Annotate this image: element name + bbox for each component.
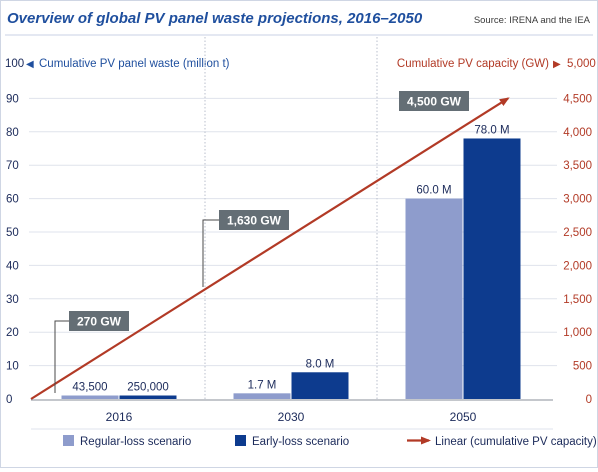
right-tick-label: 500 (573, 361, 592, 373)
chart-source: Source: IRENA and the IEA (474, 15, 591, 26)
callout-leader (54, 320, 69, 393)
left-tick-label: 70 (6, 160, 19, 172)
legend-swatch (235, 435, 246, 446)
bar (233, 393, 291, 399)
left-axis-arrow: ◀ (26, 59, 34, 70)
callout-label: 270 GW (77, 315, 122, 329)
bar (61, 395, 119, 399)
bar-value-label: 1.7 M (248, 379, 277, 391)
capacity-line (30, 97, 510, 400)
left-axis-ticks: 0 10 20 30 40 50 60 70 80 90 (6, 93, 19, 406)
x-tick-label: 2050 (450, 410, 477, 424)
left-tick-label: 0 (6, 394, 12, 406)
legend-swatch (63, 435, 74, 446)
legend-label: Early-loss scenario (252, 436, 349, 448)
bar-value-label: 8.0 M (306, 358, 335, 370)
left-tick-label: 30 (6, 294, 19, 306)
bar-value-label: 78.0 M (474, 124, 509, 136)
legend: Regular-loss scenario Early-loss scenario… (31, 428, 597, 448)
callout-leader (202, 219, 219, 287)
callout-box (219, 210, 289, 230)
left-tick-label: 90 (6, 93, 19, 105)
right-tick-label: 2,000 (563, 260, 592, 272)
legend-label: Regular-loss scenario (80, 436, 191, 448)
left-tick-label: 60 (6, 194, 19, 206)
left-tick-label: 10 (6, 361, 19, 373)
callout-label: 4,500 GW (407, 95, 462, 109)
left-tick-label: 20 (6, 327, 19, 339)
bar (119, 395, 177, 399)
left-tick-label: 80 (6, 127, 19, 139)
left-axis-label: Cumulative PV panel waste (million t) (39, 58, 230, 70)
x-tick-label: 2030 (278, 410, 305, 424)
bar-value-label: 43,500 (72, 382, 107, 394)
left-axis-top-value: 100 (5, 58, 24, 70)
callout-box (399, 91, 469, 111)
right-tick-label: 1,500 (563, 294, 592, 306)
right-tick-label: 2,500 (563, 227, 592, 239)
legend-label: Linear (cumulative PV capacity) (435, 436, 597, 448)
right-tick-label: 0 (586, 394, 592, 406)
bar (463, 138, 521, 400)
right-tick-label: 4,500 (563, 93, 592, 105)
left-tick-label: 40 (6, 260, 19, 272)
right-tick-label: 3,500 (563, 160, 592, 172)
right-axis-label: Cumulative PV capacity (GW) (397, 58, 549, 70)
bars (61, 138, 521, 400)
callout-box (69, 311, 129, 331)
bar (405, 198, 463, 399)
right-axis-arrow: ▶ (553, 59, 561, 70)
bar-value-label: 250,000 (127, 382, 169, 394)
x-tick-label: 2016 (106, 410, 133, 424)
right-tick-label: 3,000 (563, 194, 592, 206)
chart-title: Overview of global PV panel waste projec… (7, 10, 423, 27)
bar (291, 372, 349, 399)
right-tick-label: 4,000 (563, 127, 592, 139)
capacity-callouts: 270 GW 1,630 GW 4,500 GW (54, 91, 469, 393)
x-axis: 2016 2030 2050 (31, 399, 553, 424)
bar-labels: 43,500 250,000 1.7 M 8.0 M 60.0 M 78.0 M (72, 124, 509, 393)
right-axis-ticks: 0 500 1,000 1,500 2,000 2,500 3,000 3,500 4,000 4… (563, 93, 592, 406)
left-tick-label: 50 (6, 227, 19, 239)
bar-value-label: 60.0 M (416, 185, 451, 197)
capacity-line-layer (30, 97, 510, 400)
callout-label: 1,630 GW (227, 214, 282, 228)
right-tick-label: 1,000 (563, 327, 592, 339)
right-axis-top-value: 5,000 (567, 58, 596, 70)
